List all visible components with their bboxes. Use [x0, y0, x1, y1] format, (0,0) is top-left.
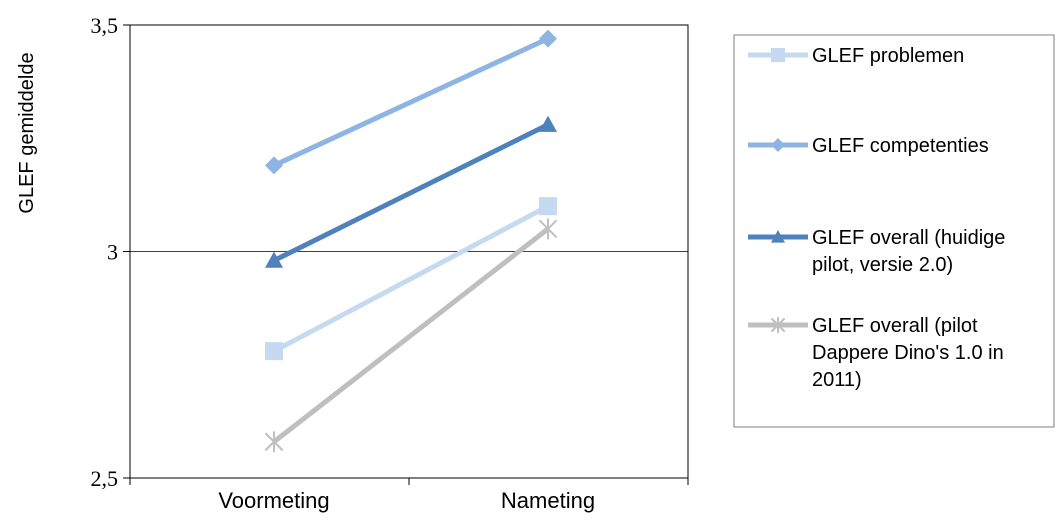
data-point	[539, 218, 557, 240]
data-point	[539, 29, 557, 48]
y-axis-title: GLEF gemiddelde	[16, 52, 38, 213]
legend-label: GLEF overall (huidige	[812, 227, 1005, 249]
data-point	[539, 115, 557, 132]
series-line	[272, 36, 550, 168]
legend: GLEF problemen GLEF competenties GLEF over…	[733, 34, 1055, 428]
series-3	[265, 115, 557, 268]
legend-marker	[771, 316, 785, 334]
series-line	[272, 226, 550, 444]
legend-label: GLEF problemen	[812, 45, 964, 67]
y-tick-label: 3,5	[91, 13, 119, 38]
series-line	[272, 203, 550, 354]
legend-entry: GLEF overall (huidige pilot, versie 2.0)	[748, 227, 1005, 276]
series-4	[265, 218, 557, 453]
plot-area	[129, 24, 689, 479]
legend-marker	[771, 230, 785, 243]
legend-box	[733, 34, 1055, 428]
legend-label: Dappere Dino's 1.0 in	[812, 342, 1004, 364]
data-point	[539, 197, 557, 216]
legend-marker	[771, 138, 785, 152]
x-tick-label: Voormeting	[218, 488, 329, 513]
legend-label: GLEF competenties	[812, 135, 989, 157]
legend-entry: GLEF problemen	[748, 45, 964, 67]
legend-label: 2011)	[812, 369, 862, 391]
data-point	[265, 251, 283, 268]
legend-marker	[771, 48, 785, 62]
series-2	[265, 29, 557, 175]
data-point	[265, 156, 283, 175]
data-point	[265, 342, 283, 361]
axes: 2,5 3 3,5 Voormeting Nameting GLEF gemiddelde	[16, 13, 689, 513]
series	[265, 29, 557, 453]
y-tick-label: 3	[107, 240, 118, 265]
series-line	[272, 122, 550, 263]
series-1	[265, 197, 557, 361]
legend-label: pilot, versie 2.0)	[812, 254, 953, 276]
x-tick-label: Nameting	[501, 488, 595, 513]
y-tick-label: 2,5	[91, 466, 119, 491]
legend-entry: GLEF overall (pilot Dappere Dino's 1.0 in…	[748, 315, 1004, 391]
legend-label: GLEF overall (pilot	[812, 315, 978, 337]
legend-entry: GLEF competenties	[748, 135, 989, 157]
data-point	[265, 431, 283, 453]
